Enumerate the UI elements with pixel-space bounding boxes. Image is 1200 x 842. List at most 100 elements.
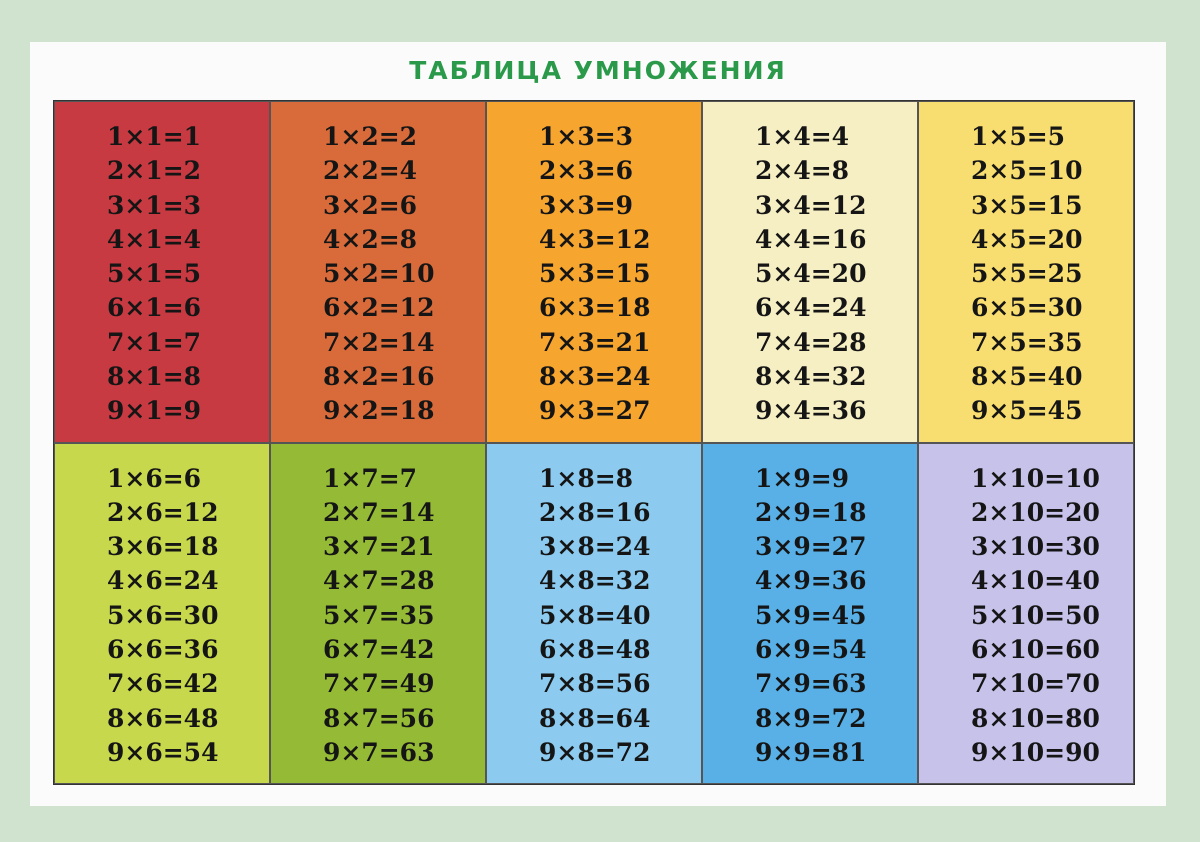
equation: 6×4=24 — [755, 293, 867, 323]
table-block-7: 1×7=7 2×7=14 3×7=21 4×7=28 5×7=35 6×7=42 7×7=4… — [270, 442, 486, 784]
equation: 6×7=42 — [323, 634, 435, 664]
equation: 6×2=12 — [323, 293, 435, 323]
equation: 2×8=16 — [539, 497, 651, 527]
equation: 3×2=6 — [323, 190, 418, 220]
equation: 8×5=40 — [971, 362, 1083, 392]
equation: 4×3=12 — [539, 224, 651, 254]
equation: 2×2=4 — [323, 156, 418, 186]
equation: 5×1=5 — [107, 259, 202, 289]
equation: 5×9=45 — [755, 600, 867, 630]
equation: 9×6=54 — [107, 737, 219, 767]
equation: 5×3=15 — [539, 259, 651, 289]
equation: 1×4=4 — [755, 122, 850, 151]
equation: 7×5=35 — [971, 327, 1083, 357]
table-block-8: 1×8=8 2×8=16 3×8=24 4×8=32 5×8=40 6×8=48 7×8=5… — [486, 442, 702, 784]
equation: 6×10=60 — [971, 634, 1100, 664]
table-block-6: 1×6=6 2×6=12 3×6=18 4×6=24 5×6=30 6×6=36 7×6=4… — [54, 442, 270, 784]
equation: 4×9=36 — [755, 566, 867, 596]
poster-title: ТАБЛИЦА УМНОЖЕНИЯ — [409, 56, 787, 85]
equation: 8×7=56 — [323, 703, 435, 733]
equation: 5×8=40 — [539, 600, 651, 630]
equation: 4×7=28 — [323, 566, 435, 596]
equation: 9×10=90 — [971, 737, 1100, 767]
equation: 8×9=72 — [755, 703, 867, 733]
equation: 5×2=10 — [323, 259, 435, 289]
equation: 1×7=7 — [323, 463, 418, 493]
equation: 1×10=10 — [971, 463, 1100, 493]
table-block-5: 1×5=5 2×5=10 3×5=15 4×5=20 5×5=25 6×5=30 7×5=3… — [918, 101, 1134, 443]
equation: 2×4=8 — [755, 156, 850, 186]
equation: 2×10=20 — [971, 497, 1100, 527]
equation: 4×10=40 — [971, 566, 1100, 596]
equation: 9×4=36 — [755, 396, 867, 426]
equation: 1×2=2 — [323, 122, 418, 151]
equation: 7×3=21 — [539, 327, 651, 357]
equation: 8×4=32 — [755, 362, 867, 392]
equation: 7×4=28 — [755, 327, 867, 357]
equation: 5×7=35 — [323, 600, 435, 630]
equation: 5×10=50 — [971, 600, 1100, 630]
equation: 7×10=70 — [971, 669, 1100, 699]
equation: 4×1=4 — [107, 224, 202, 254]
equation: 9×2=18 — [323, 396, 435, 426]
equation: 7×2=14 — [323, 327, 435, 357]
equation: 9×5=45 — [971, 396, 1083, 426]
equation: 9×7=63 — [323, 737, 435, 767]
equation: 2×6=12 — [107, 497, 219, 527]
equation: 8×8=64 — [539, 703, 651, 733]
equation: 8×10=80 — [971, 703, 1100, 733]
table-block-3: 1×3=3 2×3=6 3×3=9 4×3=12 5×3=15 6×3=18 7×3=21 8… — [486, 101, 702, 443]
equation: 9×8=72 — [539, 737, 651, 767]
equation: 3×9=27 — [755, 532, 867, 562]
poster-card: ТАБЛИЦА УМНОЖЕНИЯ 1×1=1 2×1=2 3×1=3 4×1=4 5×… — [30, 42, 1166, 806]
equation: 3×7=21 — [323, 532, 435, 562]
equation: 4×4=16 — [755, 224, 867, 254]
equation: 8×2=16 — [323, 362, 435, 392]
table-block-10: 1×10=10 2×10=20 3×10=30 4×10=40 5×10=50 6×10=… — [918, 442, 1134, 784]
equation: 2×5=10 — [971, 156, 1083, 186]
equation: 4×8=32 — [539, 566, 651, 596]
table-block-2: 1×2=2 2×2=4 3×2=6 4×2=8 5×2=10 6×2=12 7×2=14 8×… — [270, 101, 486, 443]
equation: 3×6=18 — [107, 532, 219, 562]
equation: 6×9=54 — [755, 634, 867, 664]
equation: 9×1=9 — [107, 396, 202, 426]
equation: 5×6=30 — [107, 600, 219, 630]
equation: 6×3=18 — [539, 293, 651, 323]
equation: 7×6=42 — [107, 669, 219, 699]
equation: 6×8=48 — [539, 634, 651, 664]
table-block-9: 1×9=9 2×9=18 3×9=27 4×9=36 5×9=45 6×9=54 7×9=6… — [702, 442, 918, 784]
equation: 7×9=63 — [755, 669, 867, 699]
equation: 3×8=24 — [539, 532, 651, 562]
equation: 9×3=27 — [539, 396, 651, 426]
equation: 3×10=30 — [971, 532, 1100, 562]
equation: 3×4=12 — [755, 190, 867, 220]
equation: 8×6=48 — [107, 703, 219, 733]
equation: 7×7=49 — [323, 669, 435, 699]
equation: 2×1=2 — [107, 156, 202, 186]
equation: 1×8=8 — [539, 463, 634, 493]
equation: 2×9=18 — [755, 497, 867, 527]
equation: 3×1=3 — [107, 190, 202, 220]
equation: 5×4=20 — [755, 259, 867, 289]
equation: 3×5=15 — [971, 190, 1083, 220]
equation: 2×3=6 — [539, 156, 634, 186]
equation: 6×5=30 — [971, 293, 1083, 323]
equation: 7×8=56 — [539, 669, 651, 699]
equation: 8×3=24 — [539, 362, 651, 392]
equation: 1×5=5 — [971, 122, 1066, 151]
equation: 4×6=24 — [107, 566, 219, 596]
equation: 3×3=9 — [539, 190, 634, 220]
equation: 8×1=8 — [107, 362, 202, 392]
equation: 7×1=7 — [107, 327, 202, 357]
equation: 9×9=81 — [755, 737, 867, 767]
equation: 5×5=25 — [971, 259, 1083, 289]
equation: 6×1=6 — [107, 293, 202, 323]
equation: 6×6=36 — [107, 634, 219, 664]
table-block-1: 1×1=1 2×1=2 3×1=3 4×1=4 5×1=5 6×1=6 7×1=7 8×1=8… — [54, 101, 270, 443]
multiplication-grid: 1×1=1 2×1=2 3×1=3 4×1=4 5×1=5 6×1=6 7×1=7 8×1=8… — [53, 100, 1135, 785]
equation: 1×1=1 — [107, 122, 202, 151]
equation: 2×7=14 — [323, 497, 435, 527]
equation: 1×3=3 — [539, 122, 634, 151]
equation: 1×6=6 — [107, 463, 202, 493]
equation: 1×9=9 — [755, 463, 850, 493]
